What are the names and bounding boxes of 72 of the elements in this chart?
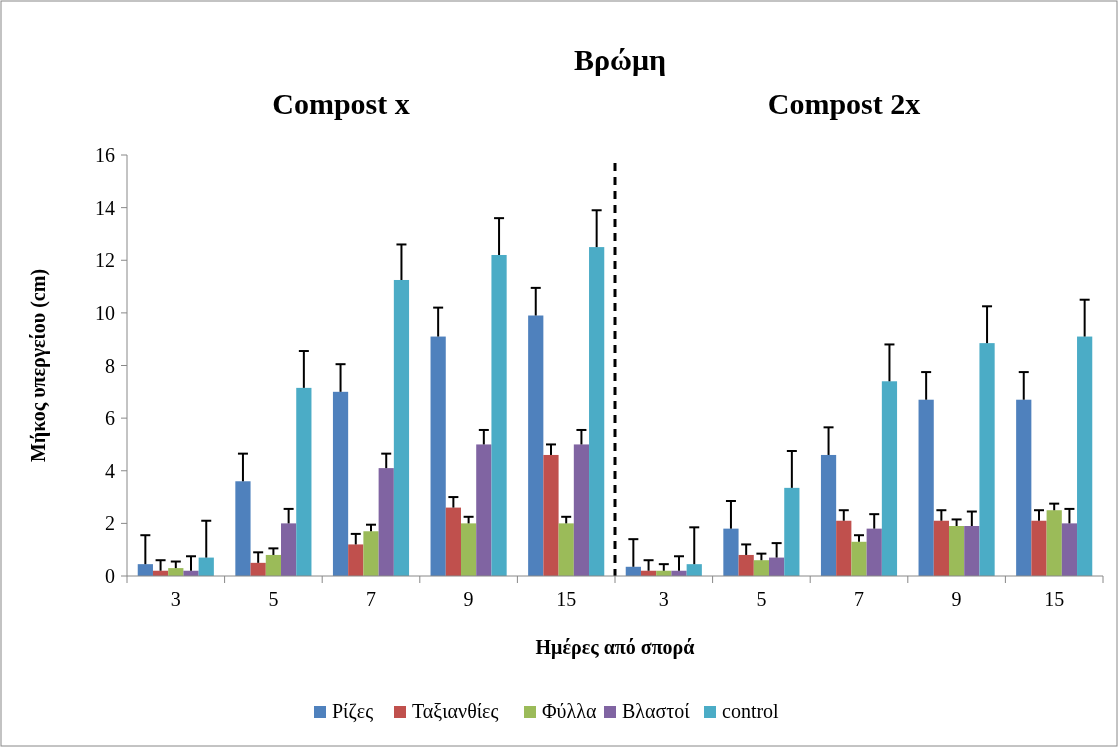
y-tick-label: 4 xyxy=(105,459,115,482)
bar xyxy=(543,454,559,576)
text: Compost 2x xyxy=(767,87,921,120)
y-tick-label: 8 xyxy=(105,354,115,377)
y-tick-label: 10 xyxy=(95,301,115,324)
x-tick-label: 9 xyxy=(463,588,474,610)
bar xyxy=(198,557,214,576)
bar xyxy=(851,541,867,576)
bar xyxy=(1016,399,1032,576)
x-tick-label: 3 xyxy=(170,588,181,610)
bar xyxy=(265,554,282,576)
bar xyxy=(866,528,882,576)
x-tick-label: 7 xyxy=(854,588,864,610)
bar xyxy=(332,391,349,576)
bar xyxy=(363,531,379,576)
bar xyxy=(820,454,837,576)
x-tick-label: 5 xyxy=(268,588,279,610)
y-axis-title: Μήκος υπεργείου (cm) xyxy=(27,268,50,463)
bar xyxy=(918,399,934,576)
bar xyxy=(753,560,770,576)
y-tick-label: 2 xyxy=(105,512,115,535)
bar xyxy=(137,564,153,576)
bar xyxy=(948,526,965,576)
bar xyxy=(964,526,980,576)
bar xyxy=(348,544,364,576)
bar xyxy=(378,468,394,576)
bar xyxy=(1046,510,1062,576)
text: Compost x xyxy=(272,87,410,120)
legend-label: Ταξιανθίες xyxy=(412,700,499,722)
bar xyxy=(528,315,544,576)
bar xyxy=(769,557,785,576)
bar xyxy=(235,481,251,576)
bar xyxy=(393,279,410,576)
y-tick-label: 0 xyxy=(105,565,115,587)
bar xyxy=(738,554,754,576)
y-tick-label: 12 xyxy=(95,249,115,272)
bar xyxy=(933,520,949,576)
y-tick-label: 14 xyxy=(95,196,115,219)
legend-label: control xyxy=(722,700,780,722)
bar xyxy=(1077,336,1093,576)
bar xyxy=(445,507,461,576)
bar xyxy=(460,523,477,576)
bar xyxy=(881,381,898,576)
bar xyxy=(1061,523,1078,576)
x-tick-label: 5 xyxy=(756,588,767,610)
bar xyxy=(476,444,492,576)
x-tick-label: 15 xyxy=(1044,588,1065,610)
chart-title: Βρώμη xyxy=(573,43,667,76)
x-tick-label: 15 xyxy=(556,588,577,610)
bar xyxy=(558,523,574,576)
bar xyxy=(1031,520,1047,576)
x-tick-label: 3 xyxy=(658,588,669,610)
bar xyxy=(589,247,605,576)
bar xyxy=(836,520,852,576)
bar xyxy=(430,336,446,576)
bar xyxy=(686,564,702,576)
bar xyxy=(281,523,297,576)
x-tick-label: 9 xyxy=(951,588,962,610)
x-axis-title: Ημέρες από σπορά xyxy=(535,636,695,659)
bar xyxy=(979,343,995,576)
bar xyxy=(491,254,507,576)
bar xyxy=(296,387,312,576)
legend-label: Βλαστοί xyxy=(622,700,691,722)
legend-label: Φύλλα xyxy=(542,700,597,722)
bar xyxy=(784,487,800,576)
bar xyxy=(573,444,590,576)
x-tick-label: 7 xyxy=(366,588,376,610)
y-tick-label: 6 xyxy=(105,407,115,430)
bar xyxy=(250,562,266,576)
y-tick-label: 16 xyxy=(95,144,115,166)
bar xyxy=(723,528,739,576)
legend-label: Ρίζες xyxy=(332,700,374,723)
